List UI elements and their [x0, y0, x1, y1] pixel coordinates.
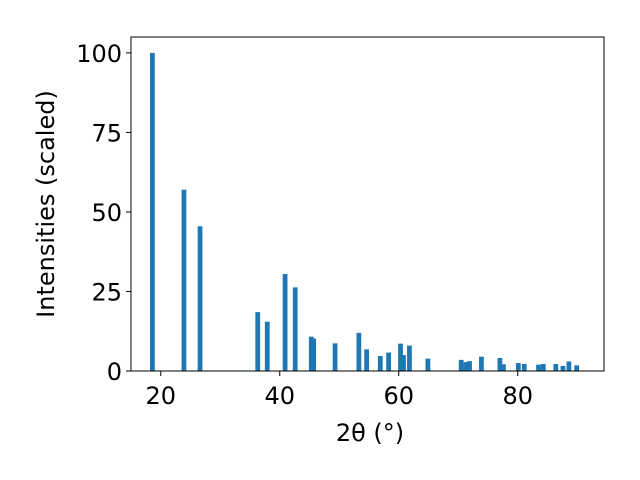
plot-frame: [130, 36, 605, 372]
y-tick-label: 0: [107, 358, 122, 386]
x-tick-label: 60: [383, 382, 414, 410]
bar-15: [401, 355, 406, 371]
x-ticks-group: 20 40 60 80: [145, 371, 533, 410]
bar-24: [515, 363, 521, 371]
bar-31: [574, 365, 580, 371]
bars-group: [150, 52, 580, 372]
y-tick-label: 100: [76, 40, 122, 68]
bar-2: [197, 226, 203, 371]
bar-21: [479, 356, 484, 371]
bar-5: [282, 273, 288, 371]
bar-6: [292, 287, 298, 371]
bar-8: [311, 338, 317, 371]
bar-30: [566, 361, 572, 371]
x-axis-label: 2θ (°): [336, 419, 404, 447]
bar-11: [364, 349, 369, 371]
bar-26: [536, 364, 541, 371]
bar-22: [497, 357, 503, 371]
bar-3: [255, 312, 261, 371]
y-tick-label: 75: [91, 119, 122, 147]
bar-1: [181, 189, 187, 371]
y-tick-label: 50: [91, 199, 122, 227]
bar-27: [540, 364, 546, 371]
bar-18: [458, 359, 464, 371]
bar-14: [398, 343, 403, 371]
y-axis-label: Intensities (scaled): [32, 90, 60, 318]
bar-16: [407, 345, 412, 371]
bar-7: [308, 336, 314, 371]
y-ticks-group: 0 25 50 75 100: [76, 40, 131, 386]
bar-28: [553, 364, 559, 371]
bar-23: [501, 364, 506, 371]
x-tick-label: 80: [502, 382, 533, 410]
x-tick-label: 40: [264, 382, 295, 410]
bar-29: [560, 365, 566, 371]
bar-20: [467, 361, 472, 371]
bar-13: [386, 352, 392, 371]
bar-0: [150, 52, 155, 372]
bar-12: [377, 356, 383, 371]
x-tick-label: 20: [145, 382, 176, 410]
bar-25: [521, 364, 527, 371]
bar-4: [264, 321, 270, 371]
bar-17: [425, 358, 431, 371]
bar-19: [463, 362, 469, 371]
bar-9: [332, 343, 338, 371]
y-tick-label: 25: [91, 278, 122, 306]
bar-10: [356, 332, 362, 371]
